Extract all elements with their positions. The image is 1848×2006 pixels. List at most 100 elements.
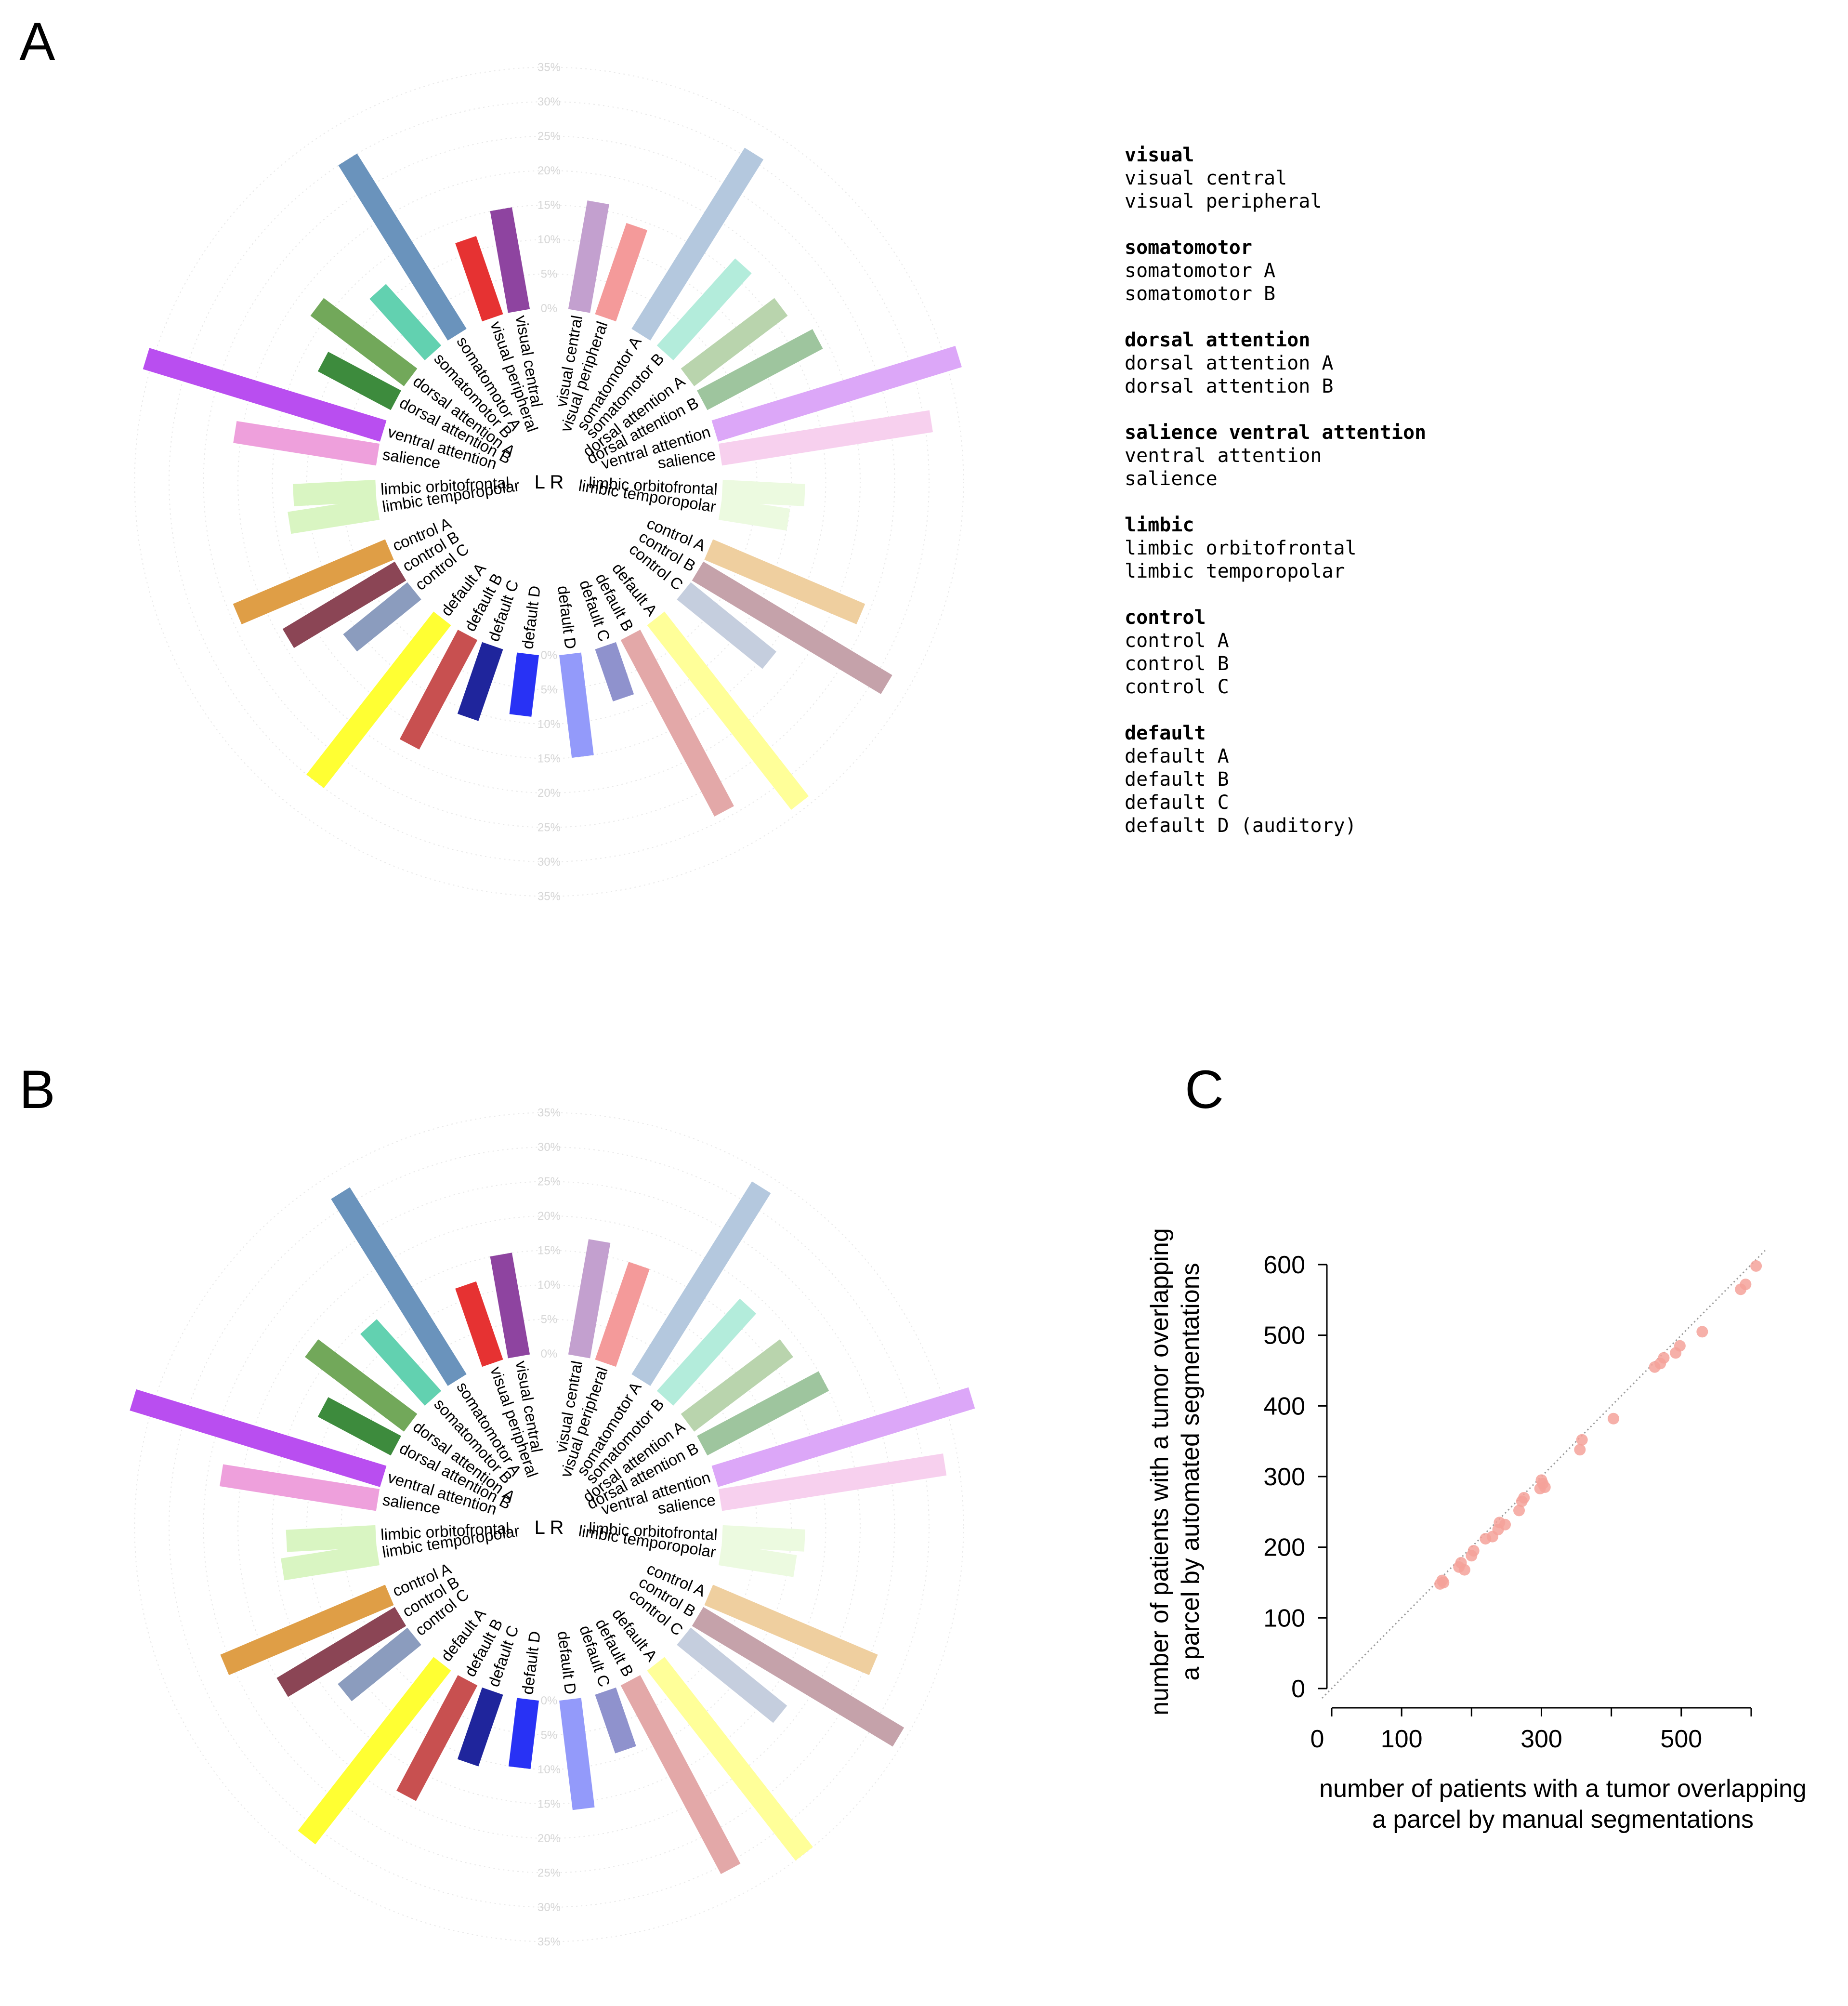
scatter-point: [1539, 1481, 1551, 1493]
legend-item-control-b: control B: [1125, 653, 1229, 675]
scatter-point: [1513, 1504, 1525, 1517]
radial-tick-label-bottom: 5%: [541, 1729, 558, 1742]
radial-tick-label-bottom: 5%: [541, 684, 558, 697]
bar-b-r-default-b: [620, 1675, 741, 1874]
y-axis-title: a parcel by automated segmentations: [1177, 1263, 1205, 1680]
bar-b-l-default-b: [396, 1675, 478, 1801]
bar-a-r-limbic-temporopolar: [718, 498, 790, 531]
bar-a-l-visual-peripheral: [455, 236, 503, 322]
radial-chart-b: 0% 0% 5% 5% 10% 10% 15% 15% 20% 20% 25% 25% 30% 30% 35…: [130, 1107, 975, 1949]
bar-b-r-dorsal-attention-a: [681, 1339, 793, 1432]
bar-a-l-limbic-temporopolar: [288, 498, 380, 534]
x-tick-label: 300: [1520, 1725, 1562, 1753]
guide-ring: [134, 66, 964, 897]
legend-item-dorsal-attention-b: dorsal attention B: [1125, 375, 1333, 397]
bar-b-r-somatomotor-b: [656, 1298, 757, 1406]
radial-tick-label-bottom: 20%: [537, 1832, 561, 1845]
radial-tick-label-top: 35%: [537, 61, 561, 74]
panel-letter-c: C: [1185, 1059, 1224, 1120]
legend-item-ventral-attention: ventral attention: [1125, 445, 1322, 467]
scatter-point: [1750, 1260, 1762, 1272]
bar-a-l-limbic-orbitofrontal: [292, 479, 377, 506]
radial-tick-label-bottom: 15%: [537, 752, 561, 765]
legend-header-default: default: [1125, 722, 1206, 744]
bar-b-l-salience: [219, 1464, 380, 1511]
x-tick-label: 500: [1660, 1725, 1702, 1753]
legend-item-dorsal-attention-a: dorsal attention A: [1125, 352, 1333, 374]
scatter-point: [1740, 1279, 1752, 1291]
bar-a-l-default-b: [399, 630, 478, 750]
identity-line: [1321, 1250, 1766, 1699]
guide-ring: [134, 1112, 964, 1942]
label-b-r-default-d: default D: [554, 1630, 580, 1696]
y-tick-label: 600: [1263, 1251, 1305, 1279]
bar-b-r-limbic-temporopolar: [718, 1543, 797, 1577]
scatter-chart-c: 0 100 200 300 400 500 600 0 100 300 500 number of p…: [1146, 1228, 1807, 1834]
panel-letter-b: B: [19, 1059, 55, 1120]
bar-a-r-default-d: [559, 652, 594, 758]
bar-b-l-default-c: [457, 1687, 503, 1767]
panel-letter-a: A: [19, 12, 55, 72]
radial-tick-label-top: 30%: [537, 1141, 561, 1154]
bar-a-r-visual-peripheral: [595, 223, 648, 322]
bar-b-l-default-d: [508, 1698, 539, 1769]
legend-item-salience: salience: [1125, 468, 1218, 490]
x-axis-title: number of patients with a tumor overlapp…: [1319, 1775, 1807, 1803]
radial-tick-label-bottom: 10%: [537, 1763, 561, 1776]
radial-tick-label-top: 25%: [537, 1175, 561, 1188]
legend-item-default-b: default B: [1125, 768, 1229, 791]
bar-a-r-somatomotor-b: [656, 258, 752, 360]
radial-tick-label-bottom: 35%: [537, 890, 561, 903]
bar-a-l-visual-central: [490, 207, 530, 313]
radial-tick-label-top: 5%: [541, 268, 558, 281]
y-tick-label: 100: [1263, 1604, 1305, 1632]
bar-a-l-default-d: [509, 652, 539, 717]
radial-tick-label-top: 10%: [537, 233, 561, 246]
y-tick-label: 500: [1263, 1322, 1305, 1350]
radial-tick-label-top: 20%: [537, 1210, 561, 1223]
radial-tick-label-top: 0%: [541, 302, 558, 315]
bar-b-l-control-c: [338, 1627, 421, 1702]
guide-rings: [134, 66, 964, 897]
label-b-l-default-d: default D: [518, 1630, 544, 1696]
x-tick-label: 0: [1311, 1725, 1324, 1753]
radial-tick-label-top: 10%: [537, 1279, 561, 1292]
bar-a-r-salience: [718, 410, 933, 466]
hemisphere-label: L R: [535, 472, 564, 493]
bar-b-r-somatomotor-a: [631, 1181, 771, 1386]
bar-a-r-control-a: [704, 539, 865, 624]
bar-a-l-somatomotor-b: [369, 284, 442, 360]
bar-a-r-ventral-attention: [711, 346, 962, 442]
guide-ring: [272, 1250, 826, 1805]
scatter-point: [1468, 1545, 1480, 1557]
bar-a-r-limbic-orbitofrontal: [721, 479, 806, 506]
legend-item-control-a: control A: [1125, 630, 1229, 652]
bar-a-l-salience: [233, 421, 380, 466]
bar-b-l-dorsal-attention-b: [317, 1397, 401, 1456]
legend-header-salience-ventral-attention: salience ventral attention: [1125, 422, 1426, 444]
radial-tick-label-bottom: 35%: [537, 1936, 561, 1949]
y-tick-label: 200: [1263, 1534, 1305, 1562]
radial-tick-label-bottom: 30%: [537, 856, 561, 869]
bar-b-l-somatomotor-b: [360, 1319, 442, 1406]
bar-a-r-default-b: [620, 630, 734, 817]
scatter-point: [1499, 1518, 1511, 1531]
legend-item-default-d-auditory: default D (auditory): [1125, 815, 1357, 837]
legend-item-default-a: default A: [1125, 745, 1229, 767]
bar-a-l-control-a: [233, 539, 394, 624]
radial-tick-label-top: 0%: [541, 1347, 558, 1360]
radial-tick-label-bottom: 0%: [541, 1694, 558, 1707]
radial-tick-label-bottom: 10%: [537, 718, 561, 731]
bar-a-r-default-a: [647, 611, 809, 810]
bar-a-l-default-c: [457, 642, 503, 721]
bar-a-l-dorsal-attention-a: [310, 298, 418, 386]
radial-tick-label-top: 15%: [537, 1244, 561, 1257]
bar-a-l-default-a: [306, 611, 451, 788]
radial-tick-label-top: 20%: [537, 164, 561, 177]
bar-a-r-control-b: [692, 561, 892, 694]
guide-ring: [169, 101, 930, 862]
scatter-point: [1518, 1492, 1530, 1504]
legend-header-visual: visual: [1125, 144, 1194, 166]
